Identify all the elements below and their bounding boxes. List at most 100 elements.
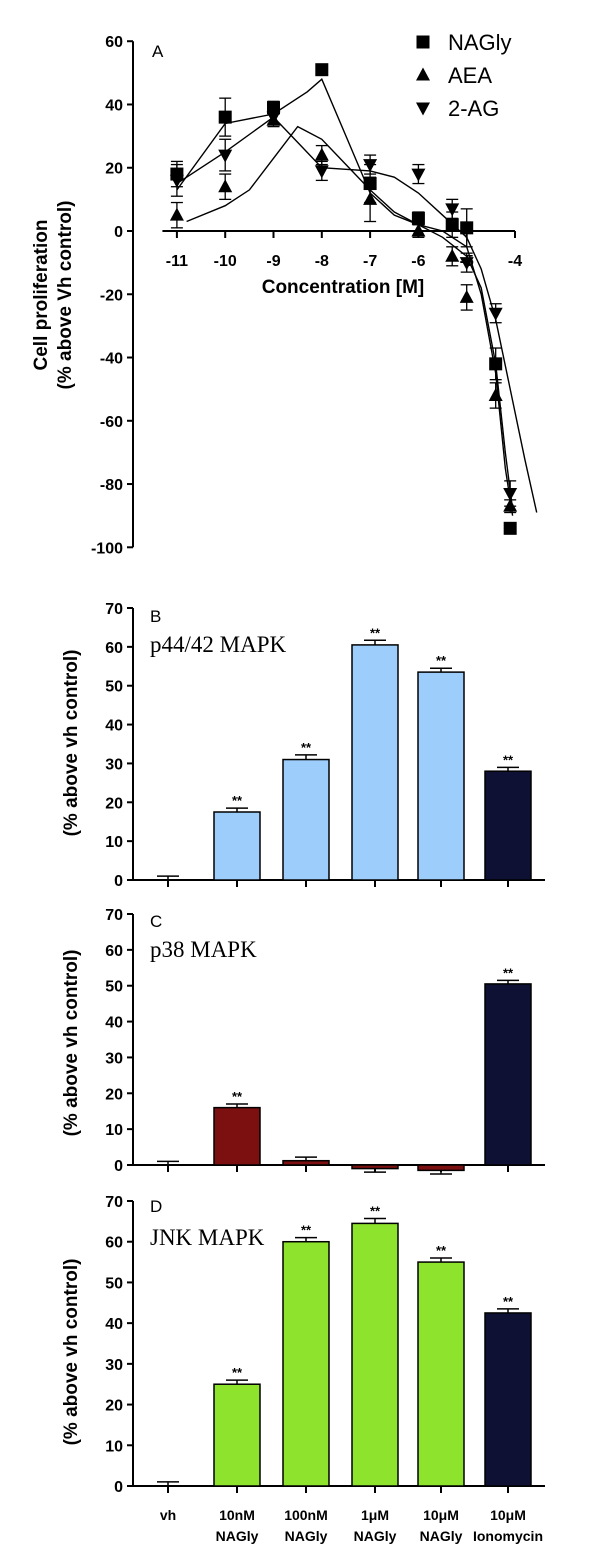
panel-b-title: p44/42 MAPK <box>150 632 286 657</box>
significance-label: ** <box>370 1204 381 1219</box>
data-point-aea <box>363 191 378 205</box>
data-point-2-ag <box>411 168 426 182</box>
panel-d-jnk-chart: 0 10 20 30 40 50 60 70 ** ** ** ** ** vh 10nM NAGly 10… <box>61 1194 545 1544</box>
data-point-nagly <box>460 221 474 235</box>
bar <box>282 1240 330 1487</box>
significance-label: ** <box>232 793 243 808</box>
category-label: vh <box>160 1507 176 1523</box>
panel-c-ylabel: (% above vh control) <box>61 950 82 1137</box>
panel-a-legend: NAGly AEA 2-AG <box>416 30 512 121</box>
significance-label: ** <box>370 625 381 640</box>
panel-c-y-tick-label: 0 <box>114 1158 123 1175</box>
bar <box>351 644 399 881</box>
bar <box>417 1261 465 1487</box>
legend-marker-2-ag <box>416 102 430 116</box>
data-point-2-ag <box>459 257 474 271</box>
data-point-2-ag <box>169 174 184 188</box>
bar <box>417 1164 465 1172</box>
panel-c-y-tick-label: 70 <box>105 907 123 924</box>
data-point-aea <box>169 207 184 221</box>
data-point-nagly <box>503 521 517 535</box>
category-label-sub: NAGly <box>354 1528 397 1544</box>
panel-a-y-tick-label: -40 <box>100 351 123 368</box>
significance-label: ** <box>503 1294 514 1309</box>
legend-label-2ag: 2-AG <box>448 96 499 121</box>
category-label-sub: Ionomycin <box>473 1528 543 1544</box>
panel-b-y-tick-label: 20 <box>105 795 123 812</box>
panel-b-p44-42-chart: 0 10 20 30 40 50 60 70 ** ** ** ** ** B p44/42 MAPK… <box>61 601 545 890</box>
data-point-nagly <box>445 218 459 232</box>
data-point-2-ag <box>503 488 518 502</box>
panel-a-ylabel-line1: Cell proliferation <box>31 220 52 371</box>
panel-d-y-tick-label: 20 <box>105 1398 123 1415</box>
legend-marker-aea <box>416 67 430 81</box>
panel-d-ylabel: (% above vh control) <box>61 1259 82 1446</box>
panel-d-y-tick-label: 60 <box>105 1235 123 1252</box>
panel-d-y-tick-label: 50 <box>105 1275 123 1292</box>
panel-a-x-tick-label: -8 <box>315 253 329 270</box>
data-point-2-ag <box>266 111 281 125</box>
data-point-aea <box>411 223 426 237</box>
panel-b-y-tick-label: 30 <box>105 756 123 773</box>
panel-a-x-tick-label: -7 <box>363 253 377 270</box>
series-curve-nagly <box>176 78 514 516</box>
bar <box>282 1159 330 1166</box>
bar <box>282 758 330 881</box>
panel-b-y-tick-label: 60 <box>105 640 123 657</box>
significance-label: ** <box>232 1365 243 1380</box>
panel-b-letter: B <box>150 607 161 626</box>
significance-label: ** <box>436 1243 447 1258</box>
category-label: 100nM <box>284 1507 328 1523</box>
panel-b-y-tick-label: 40 <box>105 718 123 735</box>
panel-a-points <box>169 63 518 535</box>
panel-b-y-tick-label: 70 <box>105 601 123 618</box>
category-label: 10nM <box>219 1507 255 1523</box>
data-point-nagly <box>315 63 329 77</box>
data-point-aea <box>445 248 460 262</box>
panel-b-y-tick-label: 50 <box>105 679 123 696</box>
data-point-nagly <box>218 110 232 124</box>
panel-a-x-tick-label: -4 <box>508 253 522 270</box>
panel-c-bars: ** ** <box>157 965 532 1175</box>
panel-d-letter: D <box>150 1197 162 1216</box>
panel-c-y-tick-label: 30 <box>105 1050 123 1067</box>
panel-a-y-tick-label: 60 <box>105 34 123 51</box>
significance-label: ** <box>503 752 514 767</box>
panel-a-y-tick-label: -100 <box>91 540 123 557</box>
significance-label: ** <box>301 740 312 755</box>
category-label: 10μM <box>490 1507 526 1523</box>
category-label: 1μM <box>361 1507 389 1523</box>
panel-c-y-tick-label: 50 <box>105 979 123 996</box>
series-curve-2-ag <box>176 116 538 513</box>
panel-d-title: JNK MAPK <box>150 1225 265 1250</box>
data-point-aea <box>218 179 233 193</box>
panel-c-axes: 0 10 20 30 40 50 60 70 <box>105 907 545 1175</box>
bar <box>417 671 465 881</box>
panel-a-x-tick-label: -11 <box>166 253 188 270</box>
panel-d-y-tick-label: 0 <box>114 1479 123 1496</box>
bar <box>213 1106 261 1166</box>
panel-a-ylabel-line2: (% above Vh control) <box>55 201 76 390</box>
data-point-2-ag <box>363 159 378 173</box>
bar <box>484 770 532 881</box>
significance-label: ** <box>301 1223 312 1238</box>
bar <box>484 983 532 1166</box>
panel-a-x-tick-label: -10 <box>214 253 237 270</box>
panel-c-title: p38 MAPK <box>150 937 257 962</box>
panel-a-y-tick-label: 40 <box>105 97 123 114</box>
bar <box>351 1222 399 1487</box>
panel-d-category-labels: vh 10nM NAGly 100nM NAGly 1μM NAGly 10μM NAGly 10… <box>160 1507 543 1544</box>
panel-a-proliferation-chart: 6040200-20-40-60-80-100-11-10-9-8-7-6-5-… <box>31 30 538 557</box>
panel-d-y-tick-label: 10 <box>105 1438 123 1455</box>
category-label-sub: NAGly <box>216 1528 259 1544</box>
data-point-aea <box>488 387 503 401</box>
panel-c-y-tick-label: 60 <box>105 943 123 960</box>
panel-a-y-tick-label: 0 <box>114 224 123 241</box>
panel-d-bars: ** ** ** ** ** <box>157 1204 532 1487</box>
significance-label: ** <box>503 965 514 980</box>
panel-a-letter: A <box>152 42 164 61</box>
panel-c-y-tick-label: 40 <box>105 1015 123 1032</box>
panel-a-y-tick-label: -20 <box>100 287 123 304</box>
legend-label-nagly: NAGly <box>448 30 512 55</box>
